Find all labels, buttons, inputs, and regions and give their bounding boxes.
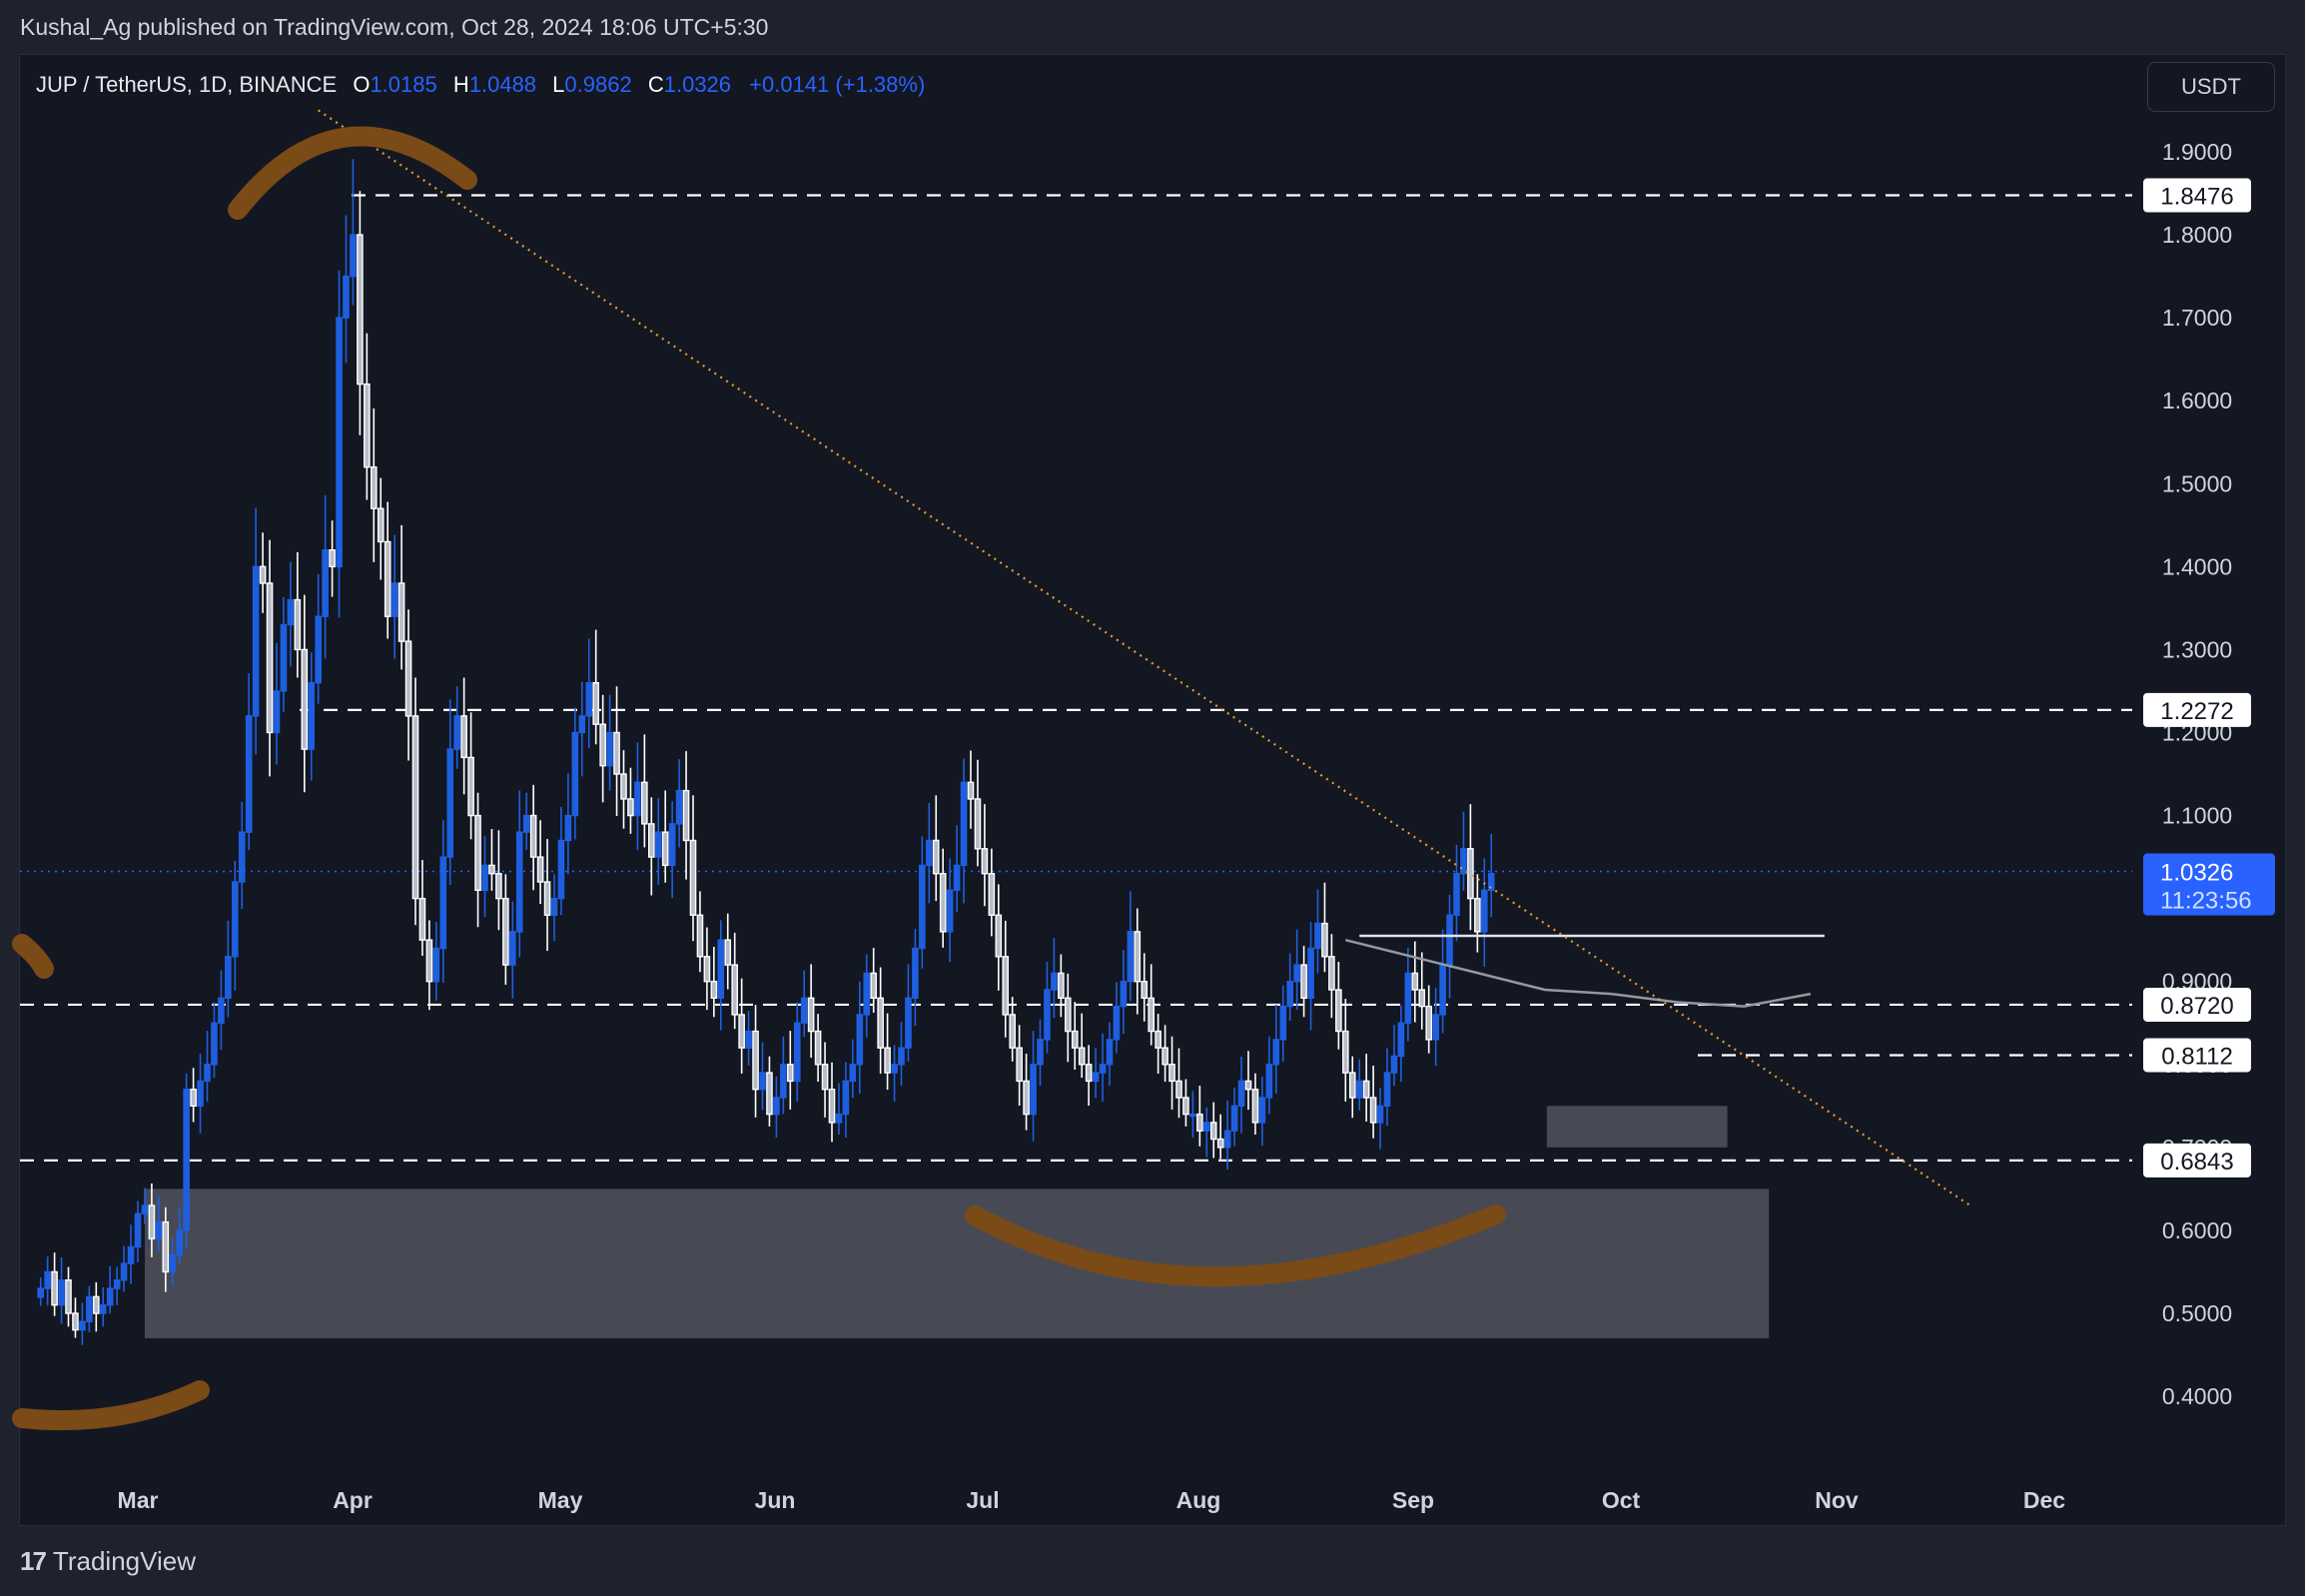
- trendline[interactable]: [318, 109, 1971, 1206]
- price-tick: 1.3000: [2162, 636, 2232, 662]
- symbol-title[interactable]: JUP / TetherUS, 1D, BINANCE: [36, 72, 338, 97]
- price-tick: 0.5000: [2162, 1300, 2232, 1326]
- demand-zone-small: [1546, 1106, 1728, 1148]
- price-tick: 1.7000: [2162, 305, 2232, 331]
- level-badge-text: 1.2272: [2160, 698, 2233, 725]
- time-tick: May: [538, 1487, 583, 1513]
- close-label: C: [647, 72, 664, 97]
- last-price-badge: [2143, 853, 2275, 916]
- publish-info: Kushal_Ag published on TradingView.com, …: [20, 14, 769, 40]
- price-tick: 1.4000: [2162, 553, 2232, 579]
- last-price-value: 1.0326: [2160, 860, 2233, 887]
- symbol-legend: JUP / TetherUS, 1D, BINANCE O1.0185 H1.0…: [36, 72, 925, 98]
- moving-average-line: [1344, 938, 1812, 1008]
- demand-zone-large: [144, 1189, 1770, 1338]
- price-tick: 0.6000: [2162, 1217, 2232, 1243]
- bottom-arc-annotation[interactable]: [965, 1204, 1506, 1287]
- left-arc-annotation[interactable]: [12, 934, 54, 979]
- low-value: 0.9862: [564, 72, 632, 97]
- time-tick: Aug: [1176, 1487, 1221, 1513]
- time-tick: Mar: [118, 1487, 159, 1513]
- time-tick: Oct: [1602, 1487, 1641, 1513]
- tradingview-logo-icon: 17: [20, 1546, 47, 1576]
- currency-button[interactable]: USDT: [2147, 62, 2275, 112]
- time-tick: Jun: [755, 1487, 796, 1513]
- price-tick: 0.4000: [2162, 1383, 2232, 1409]
- footer-brand: 17 TradingView: [20, 1546, 196, 1577]
- price-tick: 1.9000: [2162, 139, 2232, 165]
- price-tick: 1.1000: [2162, 803, 2232, 829]
- price-tick: 1.5000: [2162, 470, 2232, 496]
- level-badge: [2143, 1143, 2251, 1178]
- level-badge: [2143, 987, 2251, 1022]
- countdown-timer: 11:23:56: [2160, 888, 2252, 915]
- level-badge-text: 0.8112: [2161, 1043, 2233, 1070]
- open-label: O: [353, 72, 371, 97]
- time-tick: Nov: [1815, 1487, 1859, 1513]
- time-tick: Sep: [1392, 1487, 1434, 1513]
- top-arc-annotation[interactable]: [228, 126, 477, 220]
- close-value: 1.0326: [663, 72, 732, 97]
- brand-name: TradingView: [52, 1546, 196, 1576]
- price-tick: 1.6000: [2162, 388, 2232, 413]
- level-badge-text: 0.6843: [2160, 1149, 2233, 1176]
- level-badge: [2143, 178, 2251, 213]
- high-value: 1.0488: [468, 72, 537, 97]
- bottom-left-arc-annotation[interactable]: [12, 1380, 210, 1431]
- candles: [37, 159, 1495, 1345]
- time-tick: Dec: [2023, 1487, 2065, 1513]
- open-value: 1.0185: [370, 72, 437, 97]
- price-tick: 1.8000: [2162, 222, 2232, 248]
- change-value: +0.0141 (+1.38%): [749, 72, 926, 97]
- level-badge-text: 1.8476: [2160, 184, 2233, 211]
- level-badge: [2143, 692, 2251, 727]
- level-badge-text: 0.8720: [2160, 993, 2233, 1020]
- time-tick: Jul: [966, 1487, 999, 1513]
- low-label: L: [552, 72, 565, 97]
- level-badge: [2143, 1038, 2251, 1073]
- high-label: H: [452, 72, 469, 97]
- time-tick: Apr: [333, 1487, 373, 1513]
